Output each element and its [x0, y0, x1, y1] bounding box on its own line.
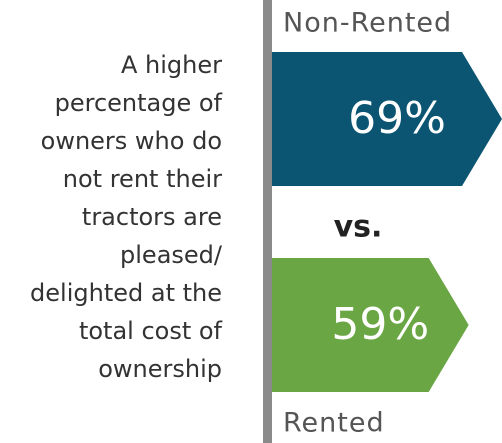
annotation-line: owners who do	[41, 127, 222, 155]
category-label: Non-Rented	[283, 8, 452, 39]
arrow-bar	[272, 258, 469, 392]
arrow-bar	[272, 52, 502, 186]
annotation-line: tractors are	[82, 203, 222, 231]
divider	[263, 0, 272, 443]
annotation-line: delighted at the	[30, 279, 222, 307]
category-label: Rented	[283, 408, 385, 439]
value-label: 69%	[348, 93, 446, 144]
annotation-line: A higher	[121, 51, 222, 79]
annotation-line: pleased/	[120, 241, 223, 269]
annotation-line: not rent their	[63, 165, 222, 193]
annotation-line: total cost of	[79, 317, 223, 345]
value-label: 59%	[331, 299, 429, 350]
annotation-line: ownership	[98, 355, 222, 383]
separator: vs.	[334, 210, 383, 245]
annotation-line: percentage of	[55, 89, 223, 117]
